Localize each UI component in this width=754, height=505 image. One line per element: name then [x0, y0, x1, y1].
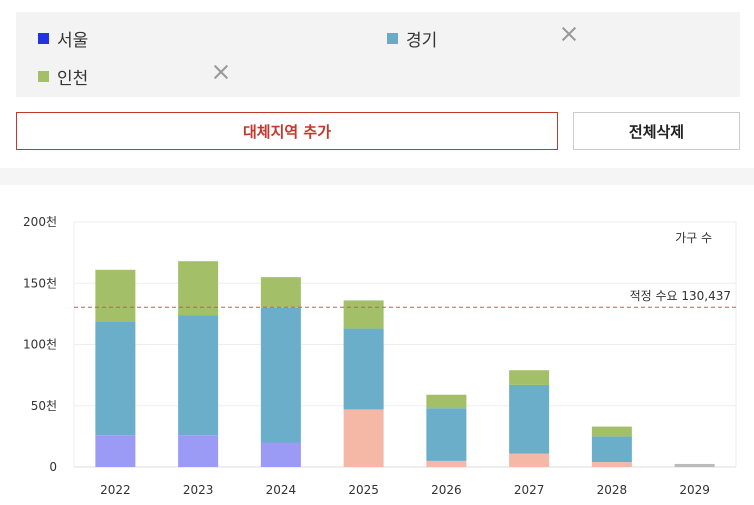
region-swatch-incheon	[38, 71, 49, 82]
region-list: 서울 경기 인천	[16, 12, 740, 97]
y-tick-label: 200천	[23, 214, 57, 229]
bar-2024-s3	[260, 277, 301, 308]
y-tick-label: 150천	[23, 275, 57, 290]
x-tick-label: 2023	[183, 483, 214, 497]
bar-2025-s2	[343, 328, 384, 410]
bar-2022-s0	[95, 435, 136, 467]
reference-line-label: 적정 수요 130,437	[630, 289, 731, 303]
x-tick-label: 2028	[597, 483, 628, 497]
bar-2026-s2	[426, 408, 467, 461]
bar-2028-s1	[591, 462, 632, 467]
x-tick-label: 2029	[679, 483, 710, 497]
label-layer: 0 50천 100천 150천 200천 2022 2023 2024 2025 2026 2027…	[23, 214, 731, 497]
region-label-seoul: 서울	[57, 31, 89, 51]
bar-2027-s3	[509, 370, 550, 385]
region-label-gyeonggi: 경기	[406, 31, 438, 51]
bar-2029-s4	[674, 463, 715, 467]
x-tick-label: 2027	[514, 483, 545, 497]
bar-2024-s2	[260, 307, 301, 443]
y-tick-label: 100천	[23, 337, 57, 352]
region-item-incheon: 인천	[38, 64, 88, 89]
remove-gyeonggi-close-icon[interactable]	[560, 25, 578, 43]
region-swatch-gyeonggi	[387, 33, 398, 44]
grid-layer	[73, 221, 737, 468]
x-tick-label: 2025	[348, 483, 379, 497]
bar-2027-s1	[509, 453, 550, 467]
chart-title: 가구 수	[675, 231, 712, 245]
bar-2025-s3	[343, 300, 384, 329]
region-swatch-seoul	[38, 33, 49, 44]
section-divider	[0, 168, 754, 185]
bar-2025-s1	[343, 409, 384, 467]
region-item-gyeonggi: 경기	[387, 26, 437, 51]
household-bar-chart: 0 50천 100천 150천 200천 2022 2023 2024 2025 2026 2027…	[23, 214, 737, 497]
add-region-button[interactable]: 대체지역 추가	[16, 112, 558, 150]
bar-2022-s3	[95, 269, 136, 322]
region-item-seoul: 서울	[38, 26, 88, 51]
region-label-incheon: 인천	[57, 69, 89, 89]
bar-2026-s3	[426, 394, 467, 409]
x-tick-label: 2022	[100, 483, 131, 497]
bar-layer	[74, 261, 736, 467]
bar-2023-s0	[178, 435, 219, 467]
bar-2022-s2	[95, 321, 136, 436]
x-tick-label: 2026	[431, 483, 462, 497]
bar-2024-s0	[260, 442, 301, 467]
bar-2028-s3	[591, 426, 632, 437]
y-tick-label: 0	[49, 460, 57, 474]
bar-2027-s2	[509, 384, 550, 454]
remove-incheon-close-icon[interactable]	[212, 63, 230, 81]
bar-2023-s2	[178, 315, 219, 436]
bar-2026-s1	[426, 460, 467, 467]
y-tick-label: 50천	[31, 398, 57, 413]
delete-all-button[interactable]: 전체삭제	[573, 112, 740, 150]
bar-2023-s3	[178, 261, 219, 316]
bar-2028-s2	[591, 436, 632, 463]
x-tick-label: 2024	[266, 483, 297, 497]
